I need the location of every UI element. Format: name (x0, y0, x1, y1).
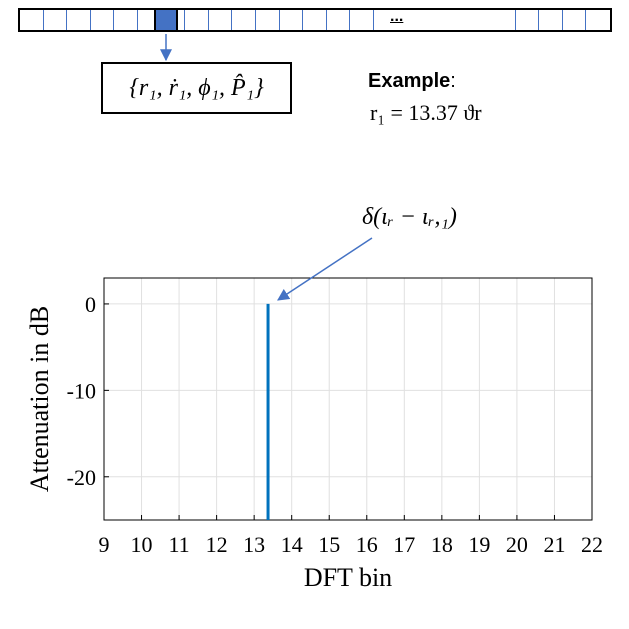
example-heading-text: Example (368, 70, 451, 92)
bin-cell (492, 10, 516, 30)
x-tick-label: 14 (281, 532, 303, 557)
bin-cell (185, 10, 209, 30)
x-tick-label: 17 (393, 532, 415, 557)
x-tick-label: 20 (506, 532, 528, 557)
bin-cell (162, 10, 186, 30)
delta-annotation: δ(ιᵣ − ιᵣ,₁) (362, 204, 457, 230)
bin-cell (114, 10, 138, 30)
y-tick-label: -20 (67, 465, 96, 490)
bin-cell (20, 10, 44, 30)
strip-ellipsis: ... (390, 8, 404, 25)
x-tick-label: 9 (99, 532, 110, 557)
bin-cell (516, 10, 540, 30)
selected-bin (154, 8, 178, 32)
x-axis-label: DFT bin (304, 563, 392, 592)
bin-cell (209, 10, 233, 30)
bin-cell (563, 10, 587, 30)
bin-cell (44, 10, 68, 30)
parameter-tuple-label: {r₁, ṙ₁, ϕ₁, P̂₁} (129, 74, 264, 101)
example-heading: Example: (368, 70, 456, 93)
bin-cell (327, 10, 351, 30)
x-tick-label: 22 (581, 532, 603, 557)
x-tick-label: 12 (206, 532, 228, 557)
bin-cell (256, 10, 280, 30)
y-tick-label: 0 (85, 292, 96, 317)
bin-cell (350, 10, 374, 30)
x-tick-label: 11 (168, 532, 189, 557)
bin-cell (280, 10, 304, 30)
example-value: r₁ = 13.37 ϑr (370, 100, 482, 125)
example-heading-colon: : (450, 70, 456, 92)
parameter-tuple-box: {r₁, ṙ₁, ϕ₁, P̂₁} (101, 62, 292, 114)
plot-frame (103, 277, 593, 521)
bin-strip (18, 8, 612, 32)
y-axis-label: Attenuation in dB (25, 306, 54, 492)
bin-cell (303, 10, 327, 30)
x-tick-label: 18 (431, 532, 453, 557)
x-tick-label: 15 (318, 532, 340, 557)
y-tick-label: -10 (67, 378, 96, 403)
x-tick-label: 10 (131, 532, 153, 557)
bin-cell (91, 10, 115, 30)
bin-cell (539, 10, 563, 30)
bin-cell (67, 10, 91, 30)
x-tick-label: 16 (356, 532, 378, 557)
x-tick-label: 13 (243, 532, 265, 557)
x-tick-label: 19 (468, 532, 490, 557)
annotation-arrow (277, 237, 373, 301)
x-tick-label: 21 (543, 532, 565, 557)
bin-cell (232, 10, 256, 30)
